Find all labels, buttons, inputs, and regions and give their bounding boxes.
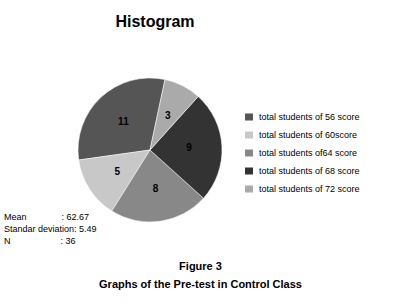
svg-text:total students of64 score: total students of64 score — [259, 148, 357, 158]
svg-text:total students of 56 score: total students of 56 score — [259, 112, 360, 122]
svg-text:N : 36: N : 36 — [4, 236, 76, 246]
svg-text:3: 3 — [165, 110, 171, 121]
svg-text:Standar deviation: 5.49: Standar deviation: 5.49 — [4, 224, 97, 234]
svg-text:Mean : 62.67: Mean : 62.67 — [4, 212, 89, 222]
svg-text:Figure 3: Figure 3 — [179, 260, 222, 272]
svg-text:Histogram: Histogram — [115, 13, 194, 30]
svg-text:11: 11 — [118, 116, 129, 127]
svg-text:5: 5 — [115, 166, 121, 177]
svg-text:Graphs of the Pre-test in Cont: Graphs of the Pre-test in Control Class — [99, 278, 302, 290]
svg-text:9: 9 — [186, 142, 192, 153]
svg-text:total students of 68 score: total students of 68 score — [259, 166, 360, 176]
svg-text:8: 8 — [153, 183, 159, 194]
svg-text:total students of 60score: total students of 60score — [259, 130, 357, 140]
svg-text:total students of 72 score: total students of 72 score — [259, 184, 360, 194]
